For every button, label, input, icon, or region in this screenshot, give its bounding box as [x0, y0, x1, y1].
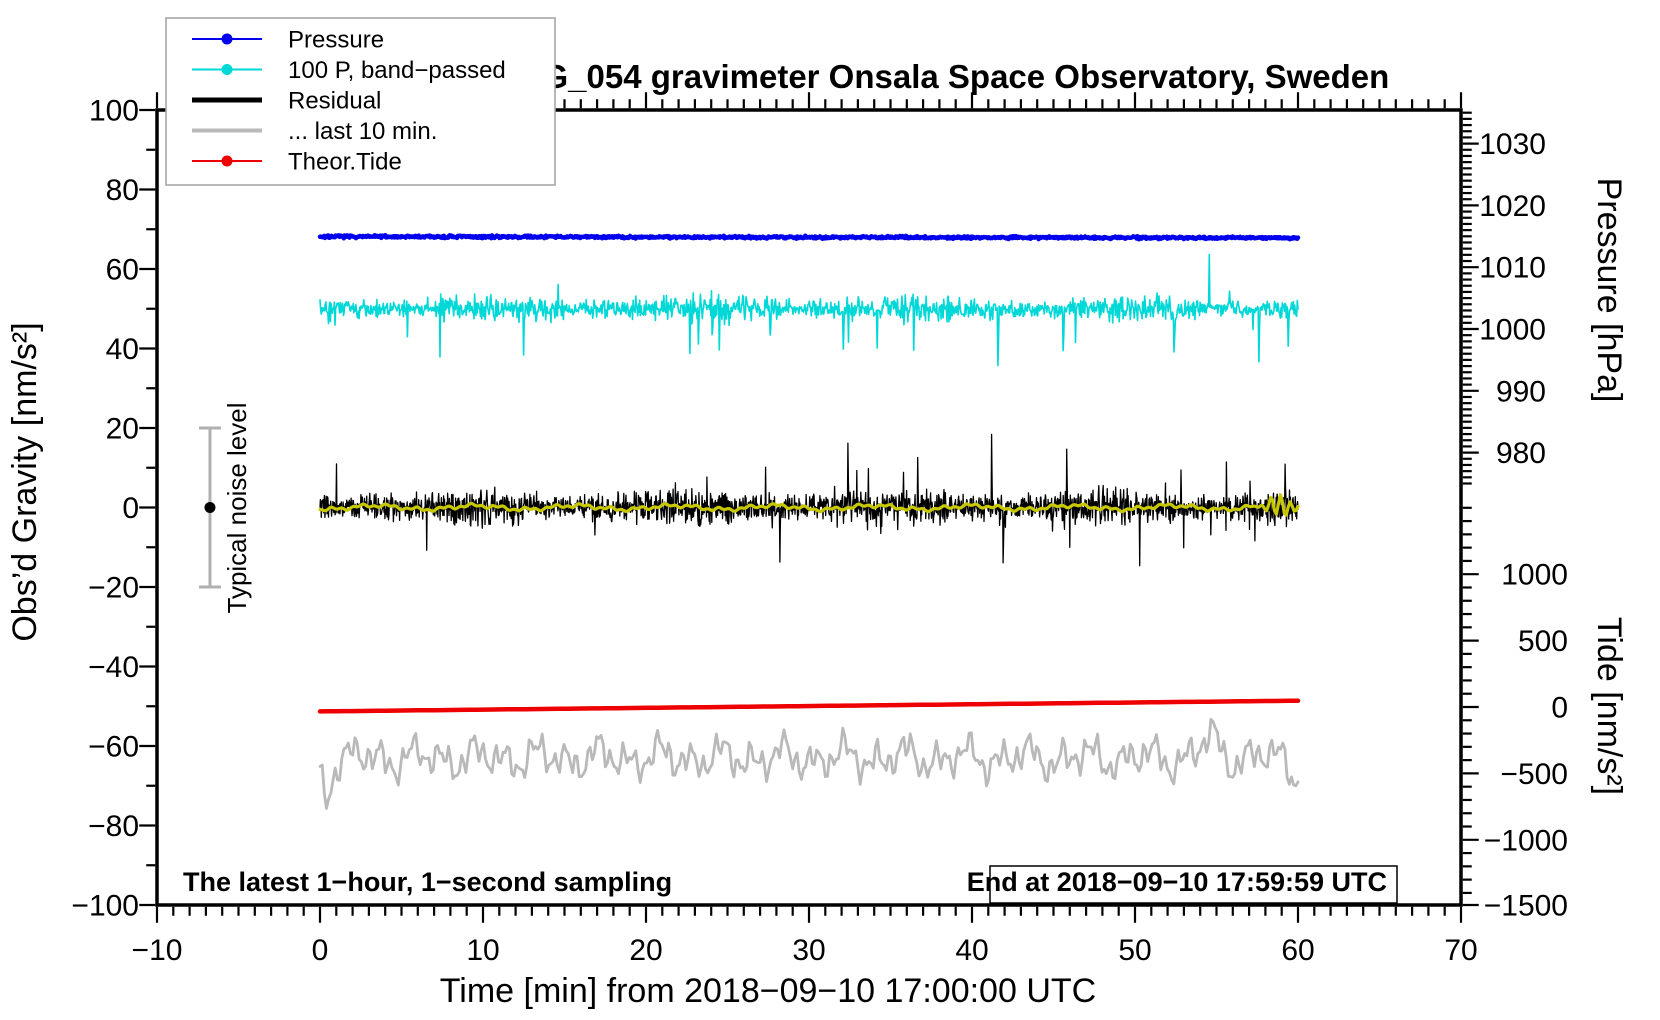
- chart-title: SCG_054 gravimeter Onsala Space Observat…: [497, 58, 1390, 95]
- legend-label: ... last 10 min.: [288, 118, 437, 145]
- pressure-tick-label: 1010: [1479, 252, 1546, 285]
- x-tick-label: 60: [1281, 934, 1314, 967]
- x-axis-label: Time [min] from 2018−09−10 17:00:00 UTC: [440, 972, 1096, 1010]
- x-tick-label: 10: [466, 934, 499, 967]
- pressure-tick-label: 1020: [1479, 190, 1546, 223]
- series-theor-tide: [317, 698, 1301, 714]
- series-residual-smoothed: [318, 493, 1300, 517]
- series-100-p-band-passed: [319, 253, 1299, 367]
- y-left-tick-label: 100: [89, 95, 139, 128]
- x-tick-label: 50: [1118, 934, 1151, 967]
- pressure-tick-label: 980: [1496, 437, 1546, 470]
- y-right-pressure-label: Pressure [hPa]: [1590, 178, 1628, 403]
- legend-item-last-10-min: ... last 10 min.: [192, 118, 437, 145]
- legend-item-residual: Residual: [192, 88, 381, 115]
- y-left-tick-label: 80: [106, 174, 139, 207]
- series-last-10-min: [318, 717, 1300, 810]
- legend: Pressure 100 P, band−passed Residual ... la…: [165, 17, 556, 186]
- y-left-tick-label: 20: [106, 413, 139, 446]
- x-tick-label: 40: [955, 934, 988, 967]
- series-pressure: [317, 232, 1301, 242]
- x-tick-label: 30: [792, 934, 825, 967]
- y-right-tide-label: Tide [nm/s²]: [1590, 617, 1628, 795]
- legend-dot: [221, 33, 233, 45]
- tide-tick-label: −1500: [1484, 890, 1568, 923]
- pressure-tick-label: 1030: [1479, 128, 1546, 161]
- tide-tick-label: 1000: [1501, 559, 1568, 592]
- tide-tick-label: 500: [1518, 625, 1568, 658]
- y-left-tick-label: −100: [71, 890, 139, 923]
- y-left-tick-label: 60: [106, 254, 139, 287]
- tide-tick-label: 0: [1551, 692, 1568, 725]
- pressure-tick-label: 990: [1496, 375, 1546, 408]
- series-layer: [317, 232, 1301, 810]
- x-tick-label: 20: [629, 934, 662, 967]
- x-tick-label: −10: [132, 934, 183, 967]
- noise-level-bar: [198, 426, 221, 589]
- tick-labels-layer: −10 0 10 20 30 40 50 60 70100806040200−20−40−60−…: [71, 95, 1568, 968]
- y-left-tick-label: 0: [122, 492, 139, 525]
- noise-level-label: Typical noise level: [222, 403, 252, 614]
- plot-frame: [155, 108, 1463, 907]
- y-left-axis-label: Obs’d Gravity [nm/s²]: [6, 322, 44, 641]
- legend-dot: [221, 155, 233, 167]
- y-left-tick-label: −20: [88, 572, 139, 605]
- noise-bar-dot: [204, 502, 216, 513]
- y-left-tick-label: 40: [106, 333, 139, 366]
- legend-item-100-p-band-passed: 100 P, band−passed: [192, 57, 506, 84]
- tide-tick-label: −1000: [1484, 824, 1568, 857]
- legend-label: Theor.Tide: [288, 149, 402, 176]
- pressure-tick-label: 1000: [1479, 314, 1546, 347]
- legend-label: Residual: [288, 88, 381, 115]
- legend-item-pressure: Pressure: [192, 27, 384, 54]
- end-note: End at 2018−09−10 17:59:59 UTC: [967, 867, 1387, 897]
- legend-item-theor-tide: Theor.Tide: [192, 149, 402, 176]
- legend-label: 100 P, band−passed: [288, 57, 506, 84]
- x-tick-label: 70: [1444, 934, 1477, 967]
- y-left-tick-label: −40: [88, 651, 139, 684]
- legend-dot: [221, 64, 233, 75]
- end-note-box: [989, 865, 1398, 904]
- y-left-tick-label: −60: [88, 731, 139, 764]
- tide-tick-label: −500: [1500, 758, 1568, 791]
- sampling-note: The latest 1−hour, 1−second sampling: [183, 867, 672, 897]
- legend-label: Pressure: [288, 27, 384, 54]
- y-left-tick-label: −80: [88, 810, 139, 843]
- x-tick-label: 0: [312, 934, 329, 967]
